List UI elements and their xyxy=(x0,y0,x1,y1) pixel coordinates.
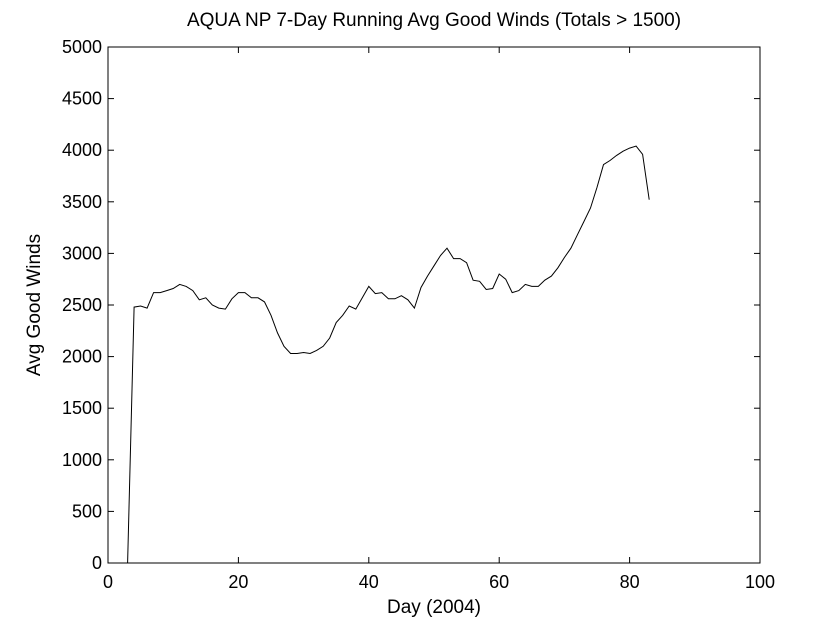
data-series-line xyxy=(127,145,650,564)
x-axis-ticks: 0 20 40 60 80 100 xyxy=(103,47,775,592)
chart-title: AQUA NP 7-Day Running Avg Good Winds (To… xyxy=(186,10,682,31)
y-tick-label: 3500 xyxy=(62,192,102,212)
y-tick-label: 3000 xyxy=(62,243,102,263)
plot-frame xyxy=(107,46,761,564)
y-tick-label: 5000 xyxy=(62,37,102,57)
x-tick-label: 0 xyxy=(103,572,113,592)
x-tick-label: 60 xyxy=(489,572,509,592)
x-axis-label: Day (2004) xyxy=(387,597,481,618)
y-tick-label: 2500 xyxy=(62,295,102,315)
y-tick-label: 500 xyxy=(72,501,102,521)
y-axis-label: Avg Good Winds xyxy=(24,233,45,377)
y-axis-ticks: 0 500 1000 1500 2000 2500 3000 3500 4000 4500 5000 xyxy=(62,37,760,573)
y-tick-label: 0 xyxy=(92,553,102,573)
x-tick-label: 40 xyxy=(359,572,379,592)
x-tick-label: 80 xyxy=(620,572,640,592)
x-tick-label: 100 xyxy=(745,572,775,592)
x-tick-label: 20 xyxy=(228,572,248,592)
y-tick-label: 4000 xyxy=(62,140,102,160)
y-tick-label: 1000 xyxy=(62,450,102,470)
y-tick-label: 4500 xyxy=(62,89,102,109)
y-tick-label: 1500 xyxy=(62,398,102,418)
y-tick-label: 2000 xyxy=(62,347,102,367)
